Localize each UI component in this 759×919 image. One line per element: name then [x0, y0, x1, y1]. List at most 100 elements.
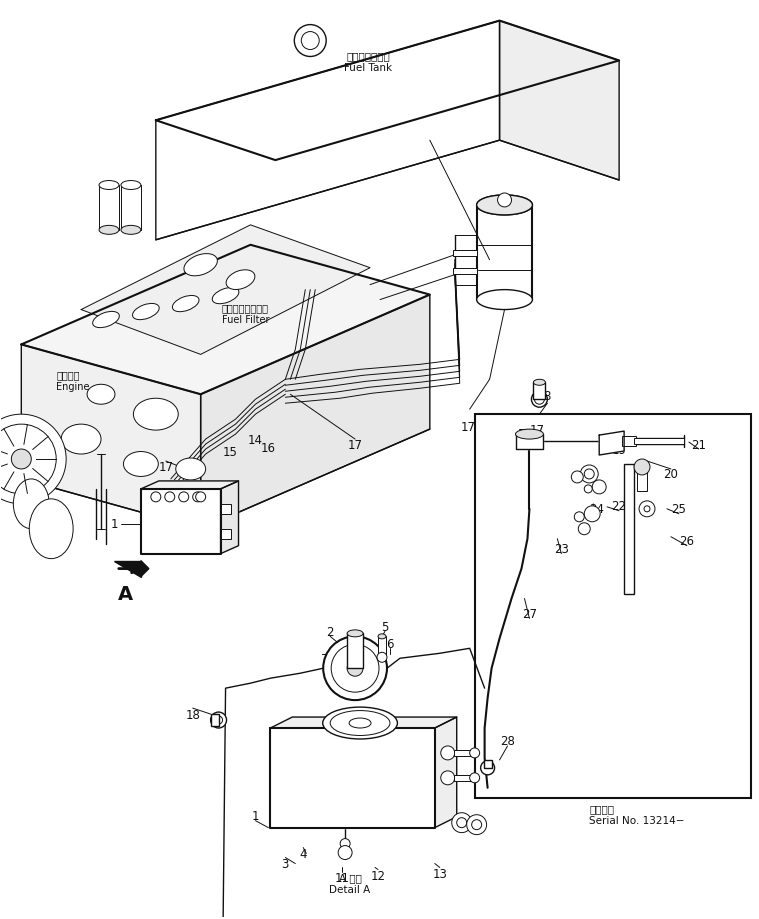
- Ellipse shape: [133, 304, 159, 321]
- Ellipse shape: [378, 634, 386, 639]
- Polygon shape: [515, 435, 543, 449]
- Circle shape: [470, 748, 480, 758]
- Text: 7: 7: [322, 652, 329, 665]
- Circle shape: [584, 506, 600, 522]
- Circle shape: [165, 493, 175, 503]
- Circle shape: [534, 395, 544, 404]
- Text: Fuel Filter: Fuel Filter: [222, 314, 269, 324]
- Text: 23: 23: [554, 542, 568, 556]
- Text: 24: 24: [589, 503, 603, 516]
- Bar: [210, 714, 219, 726]
- Text: 22: 22: [612, 500, 627, 513]
- Ellipse shape: [477, 196, 532, 216]
- Ellipse shape: [515, 430, 543, 439]
- Polygon shape: [114, 561, 141, 577]
- Circle shape: [467, 815, 487, 834]
- Text: 6: 6: [386, 637, 394, 650]
- Text: 16: 16: [261, 441, 276, 454]
- Text: 21: 21: [691, 438, 707, 451]
- Ellipse shape: [14, 480, 49, 529]
- Circle shape: [471, 820, 482, 830]
- Polygon shape: [455, 235, 477, 285]
- Bar: [454, 775, 474, 781]
- Text: A 詳細: A 詳細: [339, 872, 361, 882]
- Ellipse shape: [121, 181, 141, 190]
- Polygon shape: [477, 206, 532, 301]
- Circle shape: [584, 470, 594, 480]
- Circle shape: [323, 637, 387, 700]
- Bar: [622, 437, 636, 447]
- Bar: [221, 505, 231, 515]
- Circle shape: [634, 460, 650, 475]
- Ellipse shape: [99, 181, 119, 190]
- Polygon shape: [141, 482, 238, 489]
- Polygon shape: [200, 295, 430, 529]
- Ellipse shape: [184, 255, 217, 277]
- Circle shape: [210, 712, 227, 728]
- Bar: [634, 438, 684, 445]
- Ellipse shape: [134, 399, 178, 431]
- Ellipse shape: [330, 710, 390, 736]
- Polygon shape: [435, 717, 457, 828]
- Circle shape: [575, 512, 584, 522]
- Ellipse shape: [124, 452, 159, 477]
- Bar: [624, 464, 634, 594]
- Circle shape: [331, 644, 379, 692]
- Text: 17: 17: [460, 420, 475, 433]
- Text: 17: 17: [348, 438, 363, 451]
- Bar: [534, 383, 546, 400]
- Ellipse shape: [93, 312, 119, 328]
- Text: 9: 9: [406, 740, 414, 753]
- Circle shape: [480, 761, 495, 775]
- Ellipse shape: [99, 226, 119, 235]
- Circle shape: [0, 425, 56, 494]
- Ellipse shape: [349, 719, 371, 728]
- Polygon shape: [156, 21, 619, 161]
- Ellipse shape: [477, 196, 532, 216]
- Ellipse shape: [534, 380, 546, 386]
- Text: 10: 10: [386, 728, 401, 741]
- Polygon shape: [156, 21, 499, 241]
- Polygon shape: [499, 21, 619, 181]
- Polygon shape: [221, 482, 238, 554]
- Ellipse shape: [61, 425, 101, 455]
- Bar: [378, 637, 386, 656]
- Circle shape: [498, 194, 512, 208]
- Circle shape: [294, 26, 326, 57]
- Circle shape: [340, 839, 350, 848]
- Text: 5: 5: [381, 620, 389, 633]
- Text: 26: 26: [679, 535, 694, 548]
- Circle shape: [347, 661, 363, 676]
- Bar: [474, 414, 751, 798]
- Text: フィエルフィルタ: フィエルフィルタ: [222, 303, 269, 313]
- Bar: [452, 268, 477, 275]
- Text: Serial No. 13214−: Serial No. 13214−: [589, 815, 685, 824]
- Text: 8: 8: [543, 390, 551, 403]
- Circle shape: [215, 716, 222, 724]
- Text: 2: 2: [326, 625, 334, 638]
- Circle shape: [531, 391, 547, 408]
- Circle shape: [584, 485, 592, 494]
- Text: 適用号数: 適用号数: [589, 803, 614, 812]
- Polygon shape: [81, 226, 370, 355]
- Bar: [483, 760, 492, 768]
- Ellipse shape: [347, 630, 363, 637]
- Circle shape: [0, 414, 66, 505]
- Bar: [452, 251, 477, 256]
- Text: 20: 20: [663, 468, 679, 481]
- Circle shape: [592, 481, 606, 494]
- Circle shape: [457, 818, 467, 828]
- Text: 1: 1: [110, 517, 118, 530]
- Polygon shape: [599, 432, 624, 456]
- Circle shape: [470, 773, 480, 783]
- Circle shape: [178, 493, 189, 503]
- Ellipse shape: [323, 708, 398, 739]
- Ellipse shape: [172, 296, 199, 312]
- Text: 11: 11: [335, 871, 350, 884]
- Polygon shape: [99, 186, 119, 231]
- Text: フィエルタンク: フィエルタンク: [346, 51, 390, 62]
- Text: Engine: Engine: [56, 382, 90, 391]
- Text: 28: 28: [500, 734, 515, 748]
- Text: Fuel Tank: Fuel Tank: [344, 63, 392, 74]
- Circle shape: [196, 493, 206, 503]
